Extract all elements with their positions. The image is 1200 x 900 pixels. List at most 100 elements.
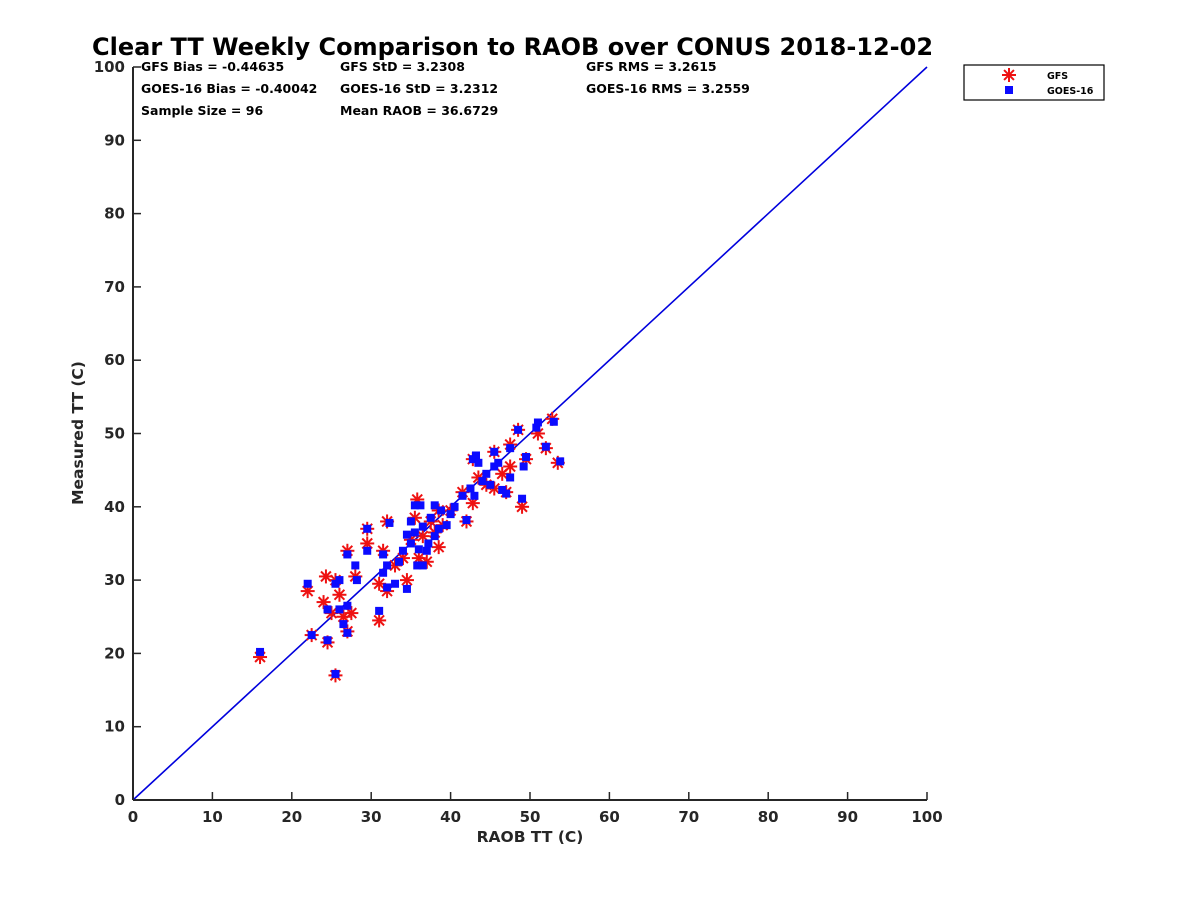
goes16-point: [402, 530, 411, 539]
goes16-point: [385, 518, 394, 527]
goes16-point: [490, 447, 499, 456]
y-tick-label: 30: [104, 571, 125, 589]
goes16-point: [351, 561, 360, 570]
goes16-point: [323, 636, 332, 645]
gfs-point: [300, 584, 315, 599]
gfs-point: [503, 459, 518, 474]
stat-sample-size: Sample Size = 96: [141, 103, 263, 118]
goes16-point: [402, 584, 411, 593]
goes16-point: [518, 494, 527, 503]
gfs-point: [431, 540, 446, 555]
goes16-point: [256, 647, 265, 656]
goes16-point: [383, 583, 392, 592]
legend-goes16-marker: [1005, 86, 1013, 94]
goes16-point: [437, 506, 446, 515]
y-tick-label: 80: [104, 205, 125, 223]
y-tick-label: 50: [104, 425, 125, 443]
axis-ticks: 0 10 20 30 40 50 60 70 80 90 100 0 10 20 30 40 50 60 70 80 9…: [94, 58, 943, 826]
stat-gfs-std: GFS StD = 3.2308: [340, 59, 465, 74]
x-tick-label: 80: [758, 808, 779, 826]
goes16-point: [434, 524, 443, 533]
goes16-point: [343, 550, 352, 559]
goes16-point: [532, 423, 541, 432]
goes16-point: [494, 458, 503, 467]
goes16-point: [541, 442, 550, 451]
goes16-point: [424, 539, 433, 548]
goes16-point: [394, 557, 403, 566]
goes16-point: [323, 605, 332, 614]
legend: GFS GOES-16: [963, 64, 1105, 101]
goes16-point: [406, 517, 415, 526]
goes16-point: [482, 469, 491, 478]
goes16-point: [418, 561, 427, 570]
legend-box: [963, 64, 1105, 101]
goes16-point: [450, 502, 459, 511]
goes16-point: [343, 628, 352, 637]
goes16-point: [466, 484, 475, 493]
goes16-point: [442, 521, 451, 530]
goes16-point: [418, 522, 427, 531]
goes16-point: [430, 501, 439, 510]
y-axis-label: Measured TT (C): [69, 361, 87, 505]
y-tick-label: 0: [115, 791, 125, 809]
stat-mean-raob: Mean RAOB = 36.6729: [340, 103, 498, 118]
goes16-point: [549, 417, 558, 426]
goes16-point: [335, 576, 344, 585]
gfs-point: [399, 573, 414, 588]
goes16-point: [414, 545, 423, 554]
goes16-point: [533, 418, 542, 427]
goes16-point: [343, 601, 352, 610]
x-tick-label: 30: [361, 808, 382, 826]
goes16-point: [335, 605, 344, 614]
stat-goes16-rms: GOES-16 RMS = 3.2559: [586, 81, 750, 96]
goes16-point: [303, 579, 312, 588]
x-tick-label: 10: [202, 808, 223, 826]
goes16-point: [462, 515, 471, 524]
gfs-point: [372, 613, 387, 628]
gfs-point: [332, 587, 347, 602]
goes16-point: [470, 491, 479, 500]
goes16-point: [486, 480, 495, 489]
goes16-point: [383, 561, 392, 570]
goes16-point: [474, 458, 483, 467]
goes16-point: [506, 473, 515, 482]
goes16-point: [426, 513, 435, 522]
legend-gfs-marker: [1002, 68, 1016, 82]
y-tick-label: 60: [104, 351, 125, 369]
goes16-point: [502, 489, 511, 498]
goes16-point: [406, 539, 415, 548]
goes16-point: [391, 579, 400, 588]
legend-goes16-label: GOES-16: [1047, 86, 1094, 97]
y-tick-label: 100: [94, 58, 125, 76]
x-tick-label: 0: [128, 808, 138, 826]
stat-goes16-bias: GOES-16 Bias = -0.40042: [141, 81, 317, 96]
goes16-point: [379, 550, 388, 559]
legend-gfs-label: GFS: [1047, 71, 1068, 82]
goes16-point: [458, 491, 467, 500]
stat-goes16-std: GOES-16 StD = 3.2312: [340, 81, 498, 96]
goes16-point: [519, 462, 528, 471]
y-tick-label: 40: [104, 498, 125, 516]
x-tick-label: 100: [911, 808, 942, 826]
chart-title: Clear TT Weekly Comparison to RAOB over …: [92, 33, 933, 61]
y-tick-label: 90: [104, 131, 125, 149]
legend-gfs-asterisk: [1002, 68, 1016, 82]
goes16-point: [522, 452, 531, 461]
x-tick-label: 90: [837, 808, 858, 826]
goes16-point: [410, 528, 419, 537]
x-tick-label: 20: [281, 808, 302, 826]
stat-gfs-rms: GFS RMS = 3.2615: [586, 59, 717, 74]
stat-gfs-bias: GFS Bias = -0.44635: [141, 59, 284, 74]
gfs-point: [495, 466, 510, 481]
goes16-point: [506, 444, 515, 453]
goes16-point: [379, 568, 388, 577]
y-tick-label: 10: [104, 718, 125, 736]
goes16-point: [375, 606, 384, 615]
goes16-point: [430, 532, 439, 541]
goes16-point: [556, 457, 565, 466]
goes16-point: [363, 546, 372, 555]
x-axis-label: RAOB TT (C): [477, 828, 584, 846]
goes16-point: [422, 546, 431, 555]
goes16-point: [331, 669, 340, 678]
y-tick-label: 20: [104, 644, 125, 662]
